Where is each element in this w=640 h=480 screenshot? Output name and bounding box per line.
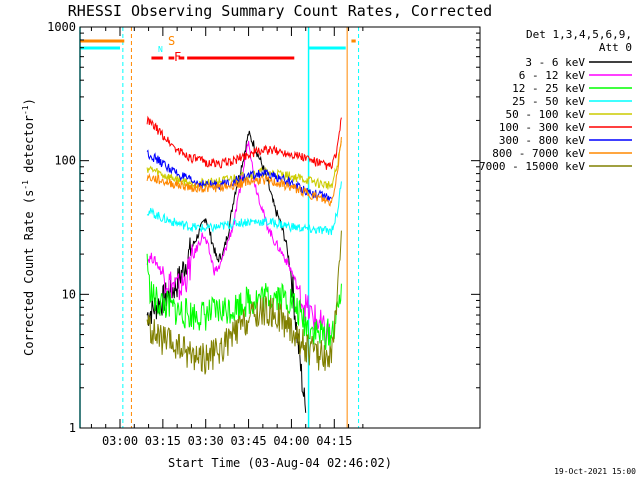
legend-header-line1: Det 1,3,4,5,6,9, xyxy=(526,28,632,41)
y-tick-label-0: 1 xyxy=(69,421,76,435)
series-line-1 xyxy=(146,140,331,347)
footer-date: 19-Oct-2021 15:00 xyxy=(554,467,636,476)
y-axis: 1 10 100 1000 xyxy=(47,20,480,435)
flag-label-s: S xyxy=(168,34,175,48)
x-tick-label-2: 03:30 xyxy=(188,434,224,448)
series-line-8 xyxy=(146,230,342,375)
legend-header-line2: Att 0 xyxy=(599,41,632,54)
x-axis-label: Start Time (03-Aug-04 02:46:02) xyxy=(168,456,392,470)
series-line-5 xyxy=(146,115,342,170)
legend-label-3: 25 - 50 keV xyxy=(512,95,585,108)
x-tick-label-4: 04:00 xyxy=(273,434,309,448)
legend-label-7: 800 - 7000 keV xyxy=(492,147,585,160)
y-tick-label-3: 1000 xyxy=(47,20,76,34)
flag-label-n: N xyxy=(158,45,163,54)
series-line-7 xyxy=(146,137,342,207)
legend-label-6: 300 - 800 keV xyxy=(499,134,585,147)
series-group xyxy=(146,115,342,413)
legend-label-8: 7000 - 15000 keV xyxy=(479,160,585,173)
y-tick-label-1: 10 xyxy=(62,287,76,301)
chart-title: RHESSI Observing Summary Count Rates, Co… xyxy=(68,2,492,20)
x-axis: 03:00 03:15 03:30 03:45 04:00 04:15 xyxy=(90,27,364,448)
x-tick-label-3: 03:45 xyxy=(231,434,267,448)
x-tick-label-0: 03:00 xyxy=(102,434,138,448)
y-axis-label: Corrected Count Rate (s-1 detector-1) xyxy=(21,98,36,356)
legend-label-5: 100 - 300 keV xyxy=(499,121,585,134)
series-line-3 xyxy=(146,181,342,236)
legend-label-4: 50 - 100 keV xyxy=(506,108,586,121)
series-line-2 xyxy=(146,253,342,351)
plot-frame xyxy=(79,26,481,429)
legend-label-0: 3 - 6 keV xyxy=(525,56,585,69)
flag-label-f: F xyxy=(174,50,181,64)
y-tick-label-2: 100 xyxy=(54,154,76,168)
x-tick-label-1: 03:15 xyxy=(145,434,181,448)
x-tick-label-5: 04:15 xyxy=(316,434,352,448)
legend-label-1: 6 - 12 keV xyxy=(519,69,586,82)
legend-label-2: 12 - 25 keV xyxy=(512,82,585,95)
